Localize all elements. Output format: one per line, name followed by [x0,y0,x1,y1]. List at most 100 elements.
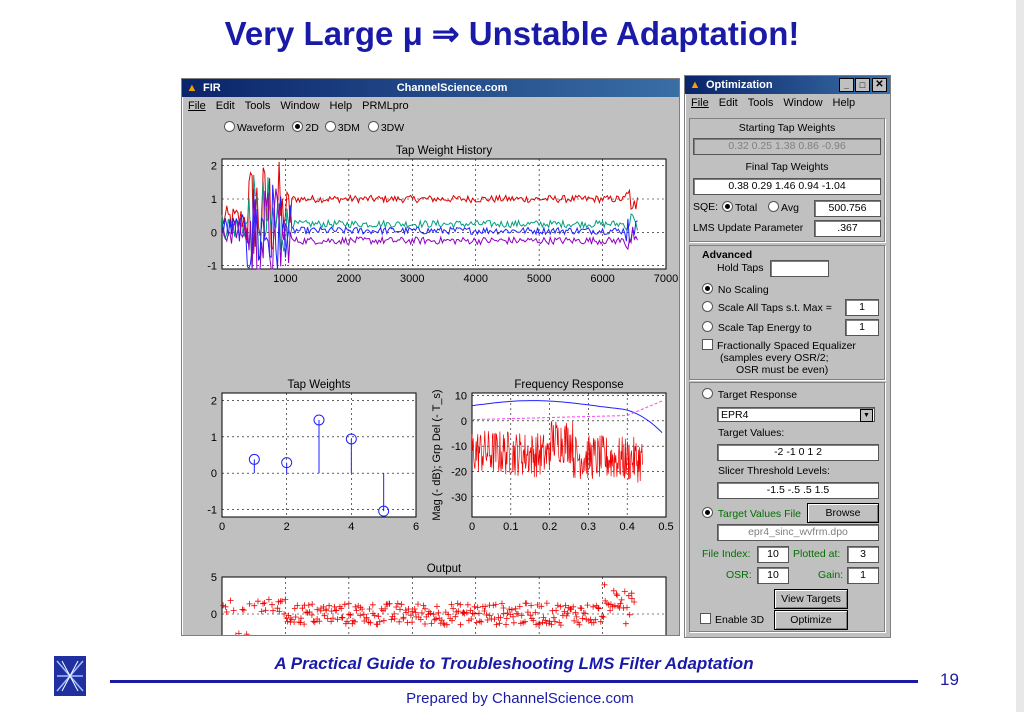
tapweight-point [378,505,390,517]
opt-menu-window[interactable]: Window [783,97,823,109]
scale-all-field[interactable]: 1 [845,299,879,316]
close-button[interactable]: ✕ [872,78,887,92]
maximize-button[interactable]: □ [855,78,870,92]
opt-titlebar[interactable]: ▲ Optimization _ □ ✕ [685,76,890,94]
frac-note-2: OSR must be even) [736,364,829,376]
scale-all-dot [702,301,713,312]
fir-window-title: FIR [203,82,221,94]
enable-3d-checkbox[interactable]: Enable 3D [700,613,764,626]
opt-menu-file[interactable]: File [691,97,709,109]
scale-energy-field[interactable]: 1 [845,319,879,336]
sqe-value-field[interactable]: 500.756 [814,200,881,217]
target-values-label: Target Values: [718,427,785,439]
tapweights-ytick-label: 0 [211,468,217,480]
target-response-radio[interactable]: Target Response [702,388,797,401]
scale-energy-radio[interactable]: Scale Tap Energy to [702,321,812,334]
advanced-frame: Advanced Hold Taps No Scaling Scale All … [689,245,885,380]
history-series-line [221,161,638,254]
matlab-icon: ▲ [186,82,198,94]
scale-all-radio[interactable]: Scale All Taps s.t. Max = [702,301,832,314]
file-index-field[interactable]: 10 [757,546,789,563]
history-xtick-label: 6000 [590,273,614,285]
dropdown-arrow-icon[interactable]: ▼ [860,409,873,422]
minimize-button[interactable]: _ [839,78,854,92]
fir-menu-tools[interactable]: Tools [244,100,271,112]
targets-frame: Target Response EPR4 ▼ Target Values: -2… [689,382,885,632]
fir-menu-window[interactable]: Window [280,100,320,112]
radio-3dm-label: 3DM [337,122,360,134]
sqe-label: SQE: [693,201,719,213]
no-scaling-radio[interactable]: No Scaling [702,283,769,296]
opt-menubar: File Edit Tools Window Help [685,94,890,112]
opt-menu-tools[interactable]: Tools [747,97,774,109]
freqresp-ylabel: Mag (- dB); Grp Del (- T_s) [431,389,443,520]
freqresp-noise-line [471,420,643,483]
final-weights-field[interactable]: 0.38 0.29 1.46 0.94 -1.04 [693,178,881,195]
freqresp-xtick-label: 0.3 [581,521,596,533]
radio-waveform-label: Waveform [237,122,285,134]
target-file-label: Target Values File [717,508,801,520]
freqresp-delay-line [471,400,663,421]
sqe-total-dot [722,201,733,212]
sqe-avg-radio[interactable]: Avg [768,201,799,214]
fir-menu-edit[interactable]: Edit [215,100,235,112]
freqresp-xtick-label: 0.4 [620,521,635,533]
lms-label: LMS Update Parameter [693,222,804,234]
radio-2d[interactable]: 2D [292,121,319,134]
target-select[interactable]: EPR4 ▼ [717,407,875,422]
radio-3dw-dot [367,121,379,132]
tapweights-ytick-label: 2 [211,395,217,407]
scale-energy-label: Scale Tap Energy to [717,322,812,334]
fir-menu-prmlpro[interactable]: PRMLpro [362,100,409,112]
target-values-field[interactable]: -2 -1 0 1 2 [717,444,879,461]
no-scaling-label: No Scaling [717,284,769,296]
slide-title: Very Large μ ⇒ Unstable Adaptation! [224,15,800,52]
slicer-field[interactable]: -1.5 -.5 .5 1.5 [717,482,879,499]
history-xtick-label: 3000 [400,273,424,285]
freqresp-xtick-label: 0.5 [658,521,673,533]
freqresp-xtick-label: 0.2 [542,521,557,533]
opt-menu-help[interactable]: Help [832,97,856,109]
target-file-radio[interactable]: Target Values File [702,507,801,520]
history-ytick-label: 2 [211,161,217,173]
plotted-field[interactable]: 3 [847,546,879,563]
freqresp-xtick-label: 0 [469,521,475,533]
hold-taps-field[interactable] [770,260,829,277]
enable-3d-box [700,613,711,624]
history-series-line [221,184,638,270]
history-xtick-label: 2000 [337,273,361,285]
radio-3dw[interactable]: 3DW [367,121,404,134]
frac-checkbox[interactable]: Fractionally Spaced Equalizer [702,339,856,352]
target-select-value: EPR4 [721,409,749,421]
file-index-label: File Index: [702,548,751,560]
radio-2d-label: 2D [305,122,319,134]
history-series-line [221,174,638,270]
tapweights-xtick-label: 6 [413,521,419,533]
opt-menu-edit[interactable]: Edit [718,97,738,109]
gain-field[interactable]: 1 [847,567,879,584]
fir-menu-file[interactable]: File [188,100,206,112]
browse-button[interactable]: Browse [807,503,879,523]
freqresp-xtick-label: 0.1 [503,521,518,533]
fir-menu-help[interactable]: Help [329,100,353,112]
channelscience-logo-icon [56,660,84,692]
target-response-dot [702,388,713,399]
tapweights-ytick-label: 1 [211,432,217,444]
tap-weights-frame: Starting Tap Weights 0.32 0.25 1.38 0.86… [689,118,885,242]
starting-label: Starting Tap Weights [738,122,836,134]
freqresp-ytick-label: -30 [451,492,467,504]
tapweight-point [313,414,325,426]
sqe-total-radio[interactable]: Total [722,201,757,214]
optimize-button[interactable]: Optimize [774,610,848,630]
lms-value-field[interactable]: .367 [814,220,881,237]
radio-3dm[interactable]: 3DM [324,121,360,134]
fir-titlebar[interactable]: ▲ FIR ChannelScience.com [182,79,679,97]
radio-waveform[interactable]: Waveform [224,121,285,134]
history-xtick-label: 5000 [527,273,551,285]
scale-energy-dot [702,321,713,332]
view-targets-button[interactable]: View Targets [774,589,848,609]
output-title: Output [427,563,462,575]
tapweight-point [248,453,260,465]
plotted-label: Plotted at: [793,548,841,560]
osr-field[interactable]: 10 [757,567,789,584]
